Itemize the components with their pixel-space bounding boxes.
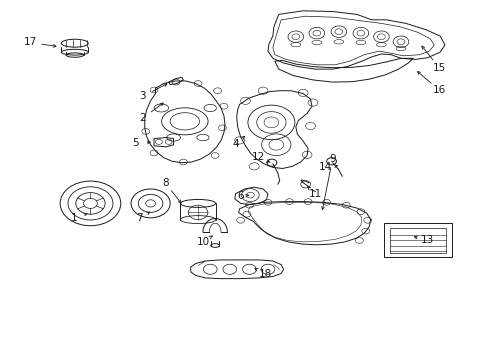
Text: 10: 10: [196, 237, 209, 247]
Text: 3: 3: [139, 91, 146, 102]
Text: 5: 5: [132, 138, 139, 148]
Text: 7: 7: [136, 213, 142, 223]
Text: 13: 13: [420, 235, 434, 246]
Text: 2: 2: [139, 113, 146, 123]
Text: 18: 18: [258, 269, 271, 279]
Text: 1: 1: [71, 213, 78, 223]
Text: 9: 9: [328, 154, 335, 164]
Text: 15: 15: [431, 63, 445, 73]
Bar: [383, 223, 451, 257]
Bar: [389, 228, 446, 253]
Text: 16: 16: [431, 85, 445, 95]
Text: 14: 14: [318, 162, 331, 172]
Text: 8: 8: [162, 178, 168, 188]
Text: 11: 11: [308, 189, 322, 199]
Text: 17: 17: [23, 37, 37, 48]
Text: 6: 6: [237, 191, 244, 201]
Text: 12: 12: [251, 152, 264, 162]
Text: 4: 4: [232, 139, 239, 149]
